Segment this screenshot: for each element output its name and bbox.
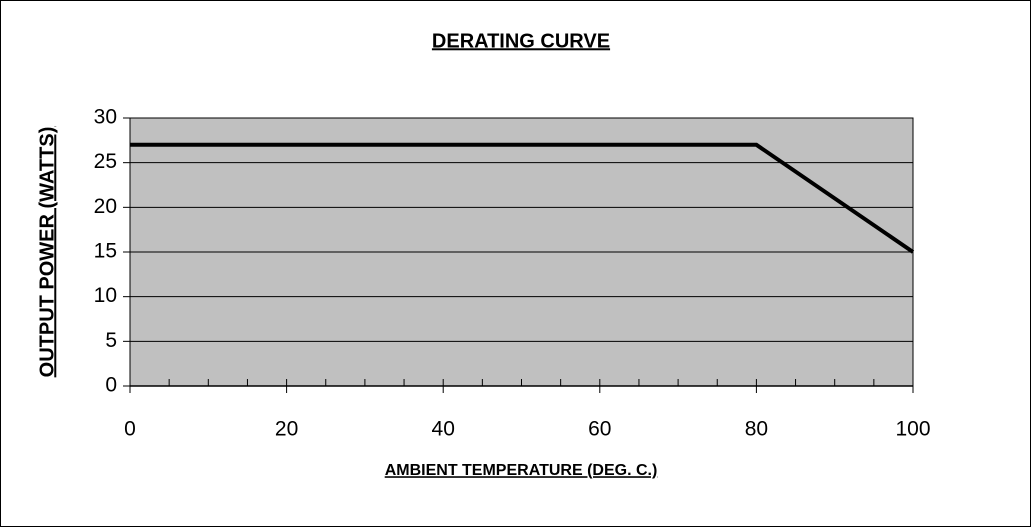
x-tick-label: 60 (588, 418, 611, 441)
y-axis-label: OUTPUT POWER (WATTS) (36, 127, 58, 378)
data-line (130, 142, 915, 254)
y-tick-label: 20 (94, 195, 117, 218)
x-tick-label: 20 (275, 418, 298, 441)
y-tick-label: 10 (94, 284, 117, 307)
x-tick-label: 0 (124, 418, 136, 441)
y-tick-label: 15 (94, 240, 117, 263)
y-tick-label: 30 (94, 106, 117, 129)
x-tick-label: 40 (432, 418, 455, 441)
chart-title: DERATING CURVE (432, 30, 610, 52)
y-tick-label: 5 (105, 329, 117, 352)
x-axis-label: AMBIENT TEMPERATURE (DEG. C.) (385, 462, 658, 479)
x-tick-label: 100 (895, 418, 930, 441)
y-tick-label: 0 (105, 374, 117, 397)
x-tick-label: 80 (745, 418, 768, 441)
y-tick-label: 25 (94, 150, 117, 173)
